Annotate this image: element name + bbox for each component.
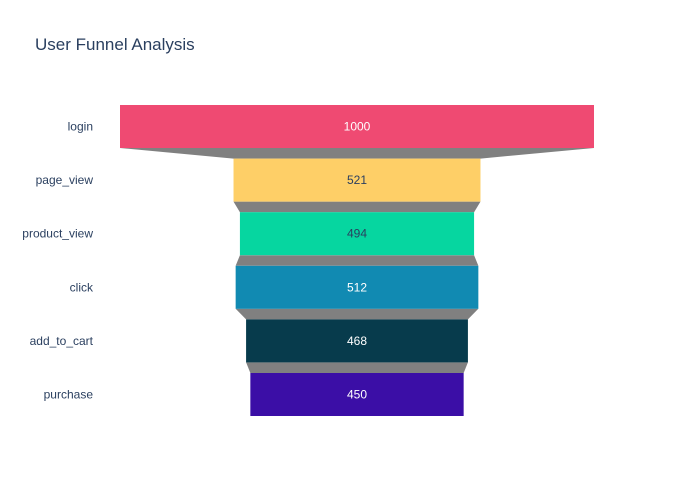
value-label-product-view: 494	[347, 227, 367, 241]
funnel-connector-add-to-cart-to-purchase	[246, 362, 468, 373]
funnel-bar-page-view[interactable]	[233, 158, 481, 202]
category-label-login: login	[68, 120, 93, 134]
value-label-add-to-cart: 468	[347, 334, 367, 348]
value-label-page-view: 521	[347, 173, 367, 187]
value-label-login: 1000	[344, 120, 371, 134]
value-labels: 1000 521 494 512 468 450	[344, 120, 371, 402]
category-label-page-view: page_view	[36, 173, 94, 187]
funnel-bar-login[interactable]	[120, 105, 594, 148]
category-label-purchase: purchase	[44, 388, 94, 402]
funnel-bar-click[interactable]	[235, 265, 479, 309]
value-label-purchase: 450	[347, 388, 367, 402]
funnel-bar-purchase[interactable]	[250, 373, 464, 416]
funnel-connector-login-to-page-view	[120, 148, 594, 159]
value-label-click: 512	[347, 280, 367, 294]
funnel-bars	[120, 105, 594, 416]
chart-title: User Funnel Analysis	[35, 35, 195, 54]
funnel-connectors	[120, 148, 594, 373]
funnel-connector-product-view-to-click	[235, 255, 479, 266]
funnel-connector-page-view-to-product-view	[233, 201, 481, 213]
funnel-bar-product-view[interactable]	[239, 212, 475, 256]
category-label-product-view: product_view	[22, 227, 93, 241]
category-label-click: click	[70, 280, 94, 294]
funnel-bar-add-to-cart[interactable]	[246, 319, 468, 363]
funnel-connector-click-to-add-to-cart	[235, 308, 479, 320]
category-label-add-to-cart: add_to_cart	[30, 334, 94, 348]
